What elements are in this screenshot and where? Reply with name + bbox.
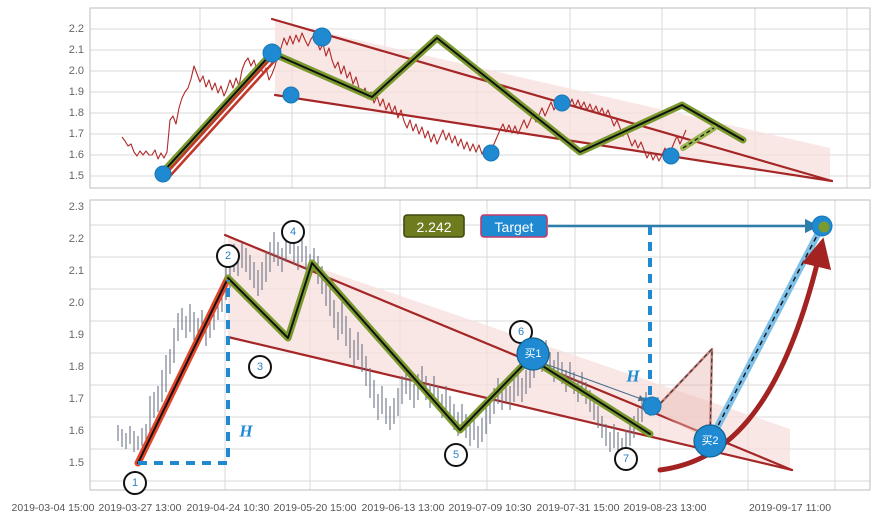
wave-label: 3 — [257, 361, 263, 373]
lower-ytick: 1.9 — [69, 329, 84, 341]
wave-label: 5 — [453, 449, 459, 461]
height-label-left: H — [238, 422, 253, 441]
upper-ytick: 1.9 — [69, 86, 84, 98]
x-tick: 2019-06-13 13:00 — [362, 502, 445, 514]
upper-wave-node[interactable] — [662, 147, 680, 165]
buy2-label: 买2 — [701, 434, 718, 447]
wave-label: 6 — [518, 326, 524, 338]
upper-ytick: 2.1 — [69, 44, 84, 56]
lower-ytick: 2.0 — [69, 297, 84, 309]
price-badge-label: 2.242 — [416, 219, 451, 235]
upper-rise-line-a — [162, 54, 275, 178]
target-badge[interactable]: Target — [480, 214, 548, 238]
wave-label: 4 — [290, 226, 296, 238]
upper-ytick: 1.7 — [69, 128, 84, 140]
x-tick: 2019-07-31 15:00 — [537, 502, 620, 514]
target-node-inner — [818, 221, 830, 233]
forecast-core — [655, 347, 713, 442]
wave-label: 1 — [132, 477, 138, 489]
forecast-fill — [656, 349, 712, 441]
upper-price-line — [121, 32, 687, 162]
buy-markers: 买1 买2 — [516, 337, 727, 458]
upper-rise-line-b — [168, 54, 281, 178]
wave-label: 2 — [225, 250, 231, 262]
wave-marker-4[interactable] — [281, 220, 305, 244]
height-bracket-left — [138, 280, 230, 465]
upper-ytick: 2.2 — [69, 23, 84, 35]
buy2-marker[interactable] — [693, 424, 727, 458]
wave-marker-3[interactable] — [248, 355, 272, 379]
buy1-label: 买1 — [524, 347, 541, 360]
lower-ytick: 1.7 — [69, 393, 84, 405]
wave-marker-5[interactable] — [444, 443, 468, 467]
wave-label: 7 — [623, 453, 629, 465]
price-badge[interactable]: 2.242 — [403, 214, 465, 238]
upper-y-axis: 2.2 2.1 2.0 1.9 1.8 1.7 1.6 1.5 — [69, 23, 84, 182]
x-tick: 2019-09-17 11:00 — [749, 502, 831, 514]
lower-impulse-core — [137, 277, 229, 464]
target-badge-label: Target — [495, 219, 534, 235]
trend-arrow — [657, 237, 832, 473]
buy1-link-line — [539, 361, 646, 402]
lower-ytick: 2.1 — [69, 265, 84, 277]
x-tick: 2019-04-24 10:30 — [187, 502, 270, 514]
x-tick: 2019-07-09 10:30 — [449, 502, 532, 514]
lower-panel: 2.3 2.2 2.1 2.0 1.9 1.8 1.7 1.6 1.5 — [12, 199, 871, 514]
x-tick: 2019-08-23 13:00 — [624, 502, 707, 514]
lower-y-axis: 2.3 2.2 2.1 2.0 1.9 1.8 1.7 1.6 1.5 — [69, 201, 84, 469]
height-label-right: H — [625, 367, 640, 386]
x-tick: 2019-03-27 13:00 — [99, 502, 182, 514]
upper-wave-node[interactable] — [553, 94, 571, 112]
wave-marker-2[interactable] — [216, 244, 240, 268]
upper-ytick: 1.8 — [69, 107, 84, 119]
upper-projection-core — [682, 127, 715, 149]
upper-wave-node[interactable] — [262, 43, 282, 63]
lower-ytick: 1.8 — [69, 361, 84, 373]
wave-marker-7[interactable] — [614, 447, 638, 471]
upper-ytick: 1.5 — [69, 170, 84, 182]
lower-x-axis: 2019-03-04 15:00 2019-03-27 13:00 2019-0… — [12, 502, 832, 514]
upper-channel-upper — [270, 17, 834, 183]
x-tick: 2019-05-20 15:00 — [274, 502, 357, 514]
upper-panel: 2.2 2.1 2.0 1.9 1.8 1.7 1.6 1.5 — [69, 7, 871, 189]
buy1-marker[interactable] — [516, 337, 550, 371]
upper-wave-node[interactable] — [282, 86, 300, 104]
upper-ytick: 2.0 — [69, 65, 84, 77]
upper-wave-node[interactable] — [482, 144, 500, 162]
upper-wave-node[interactable] — [312, 27, 332, 47]
upper-channel-lower — [273, 93, 834, 183]
lower-ytick: 1.5 — [69, 457, 84, 469]
x-tick: 2019-03-04 15:00 — [12, 502, 95, 514]
upper-wave-node[interactable] — [154, 165, 172, 183]
lower-zigzag-core — [227, 262, 651, 435]
lower-ytick: 1.6 — [69, 425, 84, 437]
wave-marker-1[interactable] — [123, 471, 147, 495]
lower-ytick: 2.3 — [69, 201, 84, 213]
lower-ytick: 2.2 — [69, 233, 84, 245]
wave7-node[interactable] — [642, 396, 662, 416]
upper-ytick: 1.6 — [69, 149, 84, 161]
